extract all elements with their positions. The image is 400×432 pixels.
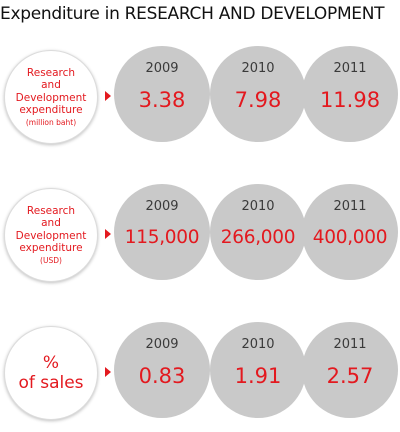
- metric-label-line: expenditure: [19, 242, 83, 254]
- metric-row-percent-of-sales: % of sales 2009 0.83 2010 1.91 2011 2.57: [0, 322, 400, 422]
- value-label: 3.38: [138, 88, 186, 112]
- year-label: 2009: [145, 199, 179, 214]
- year-value-circle: 2011 400,000: [302, 184, 398, 280]
- metric-label-circle: % of sales: [4, 326, 98, 420]
- year-value-circle: 2010 7.98: [210, 46, 306, 142]
- metric-label-line: Development: [15, 229, 87, 242]
- year-value-circle: 2009 0.83: [114, 322, 210, 418]
- year-label: 2010: [241, 61, 275, 76]
- arrow-right-icon: [105, 229, 111, 239]
- year-value-circle: 2011 2.57: [302, 322, 398, 418]
- year-label: 2009: [145, 337, 179, 352]
- metric-label-line: expenditure: [19, 104, 83, 116]
- metric-row-rd-million-baht: Research and Development expenditure (mi…: [0, 46, 400, 146]
- value-label: 115,000: [124, 227, 200, 248]
- year-label: 2010: [241, 337, 275, 352]
- page-title: Expenditure in RESEARCH AND DEVELOPMENT: [0, 4, 385, 24]
- arrow-right-icon: [105, 91, 111, 101]
- metric-row-rd-usd: Research and Development expenditure (US…: [0, 184, 400, 284]
- metric-label-unit: (million baht): [25, 117, 77, 127]
- value-label: 11.98: [319, 88, 381, 112]
- arrow-right-icon: [105, 367, 111, 377]
- year-label: 2010: [241, 199, 275, 214]
- value-label: 2.57: [326, 364, 374, 388]
- year-label: 2011: [333, 337, 367, 352]
- value-label: 0.83: [138, 364, 186, 388]
- year-value-circle: 2010 266,000: [210, 184, 306, 280]
- year-label: 2009: [145, 61, 179, 76]
- year-value-circle: 2011 11.98: [302, 46, 398, 142]
- metric-label-line: %: [42, 353, 60, 373]
- metric-label-line: and: [41, 79, 61, 91]
- value-label: 1.91: [234, 364, 282, 388]
- year-value-circle: 2010 1.91: [210, 322, 306, 418]
- metric-label-line: Research: [26, 204, 76, 217]
- year-value-circle: 2009 3.38: [114, 46, 210, 142]
- metric-label-line: and: [41, 217, 61, 229]
- metric-label-line: Development: [15, 91, 87, 104]
- metric-label-line: of sales: [18, 373, 84, 393]
- value-label: 266,000: [220, 227, 296, 248]
- value-label: 7.98: [234, 88, 282, 112]
- year-label: 2011: [333, 61, 367, 76]
- year-value-circle: 2009 115,000: [114, 184, 210, 280]
- year-label: 2011: [333, 199, 367, 214]
- metric-label-circle: Research and Development expenditure (mi…: [4, 50, 98, 144]
- metric-label-line: Research: [26, 66, 76, 79]
- metric-label-circle: Research and Development expenditure (US…: [4, 188, 98, 282]
- metric-label-unit: (USD): [40, 255, 62, 265]
- value-label: 400,000: [312, 227, 388, 248]
